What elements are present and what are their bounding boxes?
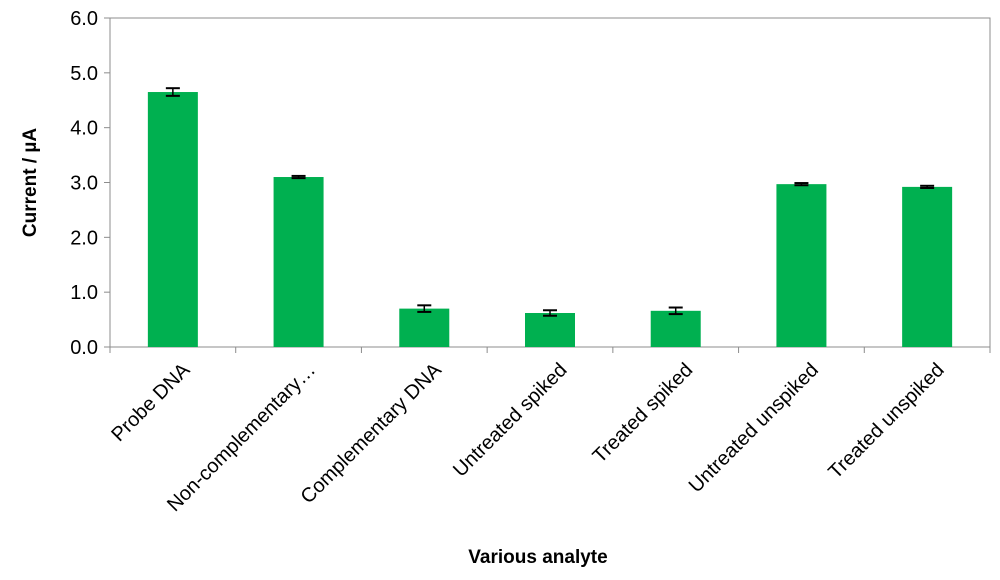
y-tick-label: 3.0 [70, 173, 98, 195]
category-label: Complementary DNA [297, 359, 447, 509]
bar [273, 177, 324, 347]
category-label: Untreated unspiked [685, 359, 823, 497]
y-tick-label: 2.0 [70, 227, 98, 249]
category-label: Treated unspiked [824, 359, 948, 483]
category-label: Untreated spiked [449, 359, 571, 481]
x-axis-title: Various analyte [468, 547, 607, 568]
error-bars [165, 87, 935, 317]
bar [776, 184, 827, 347]
bar [399, 308, 450, 347]
y-axis: 0.0 1.0 2.0 3.0 4.0 5.0 6.0 [70, 8, 110, 359]
y-tick-label: 6.0 [70, 8, 98, 30]
bar [902, 186, 953, 347]
y-tick-label: 5.0 [70, 63, 98, 85]
y-axis-title: Current / µA [20, 128, 41, 237]
bar [650, 310, 701, 347]
y-tick-label: 4.0 [70, 118, 98, 140]
category-labels: Probe DNANon-complementary…Complementary… [107, 359, 948, 516]
y-tick-label: 1.0 [70, 282, 98, 304]
category-label: Treated spiked [589, 359, 698, 468]
plot-area [109, 17, 991, 348]
y-tick-label: 0.0 [70, 337, 98, 359]
bars [147, 92, 953, 348]
bar [525, 313, 575, 347]
bar [147, 92, 198, 348]
category-label: Probe DNA [107, 359, 195, 447]
x-axis [109, 347, 991, 353]
